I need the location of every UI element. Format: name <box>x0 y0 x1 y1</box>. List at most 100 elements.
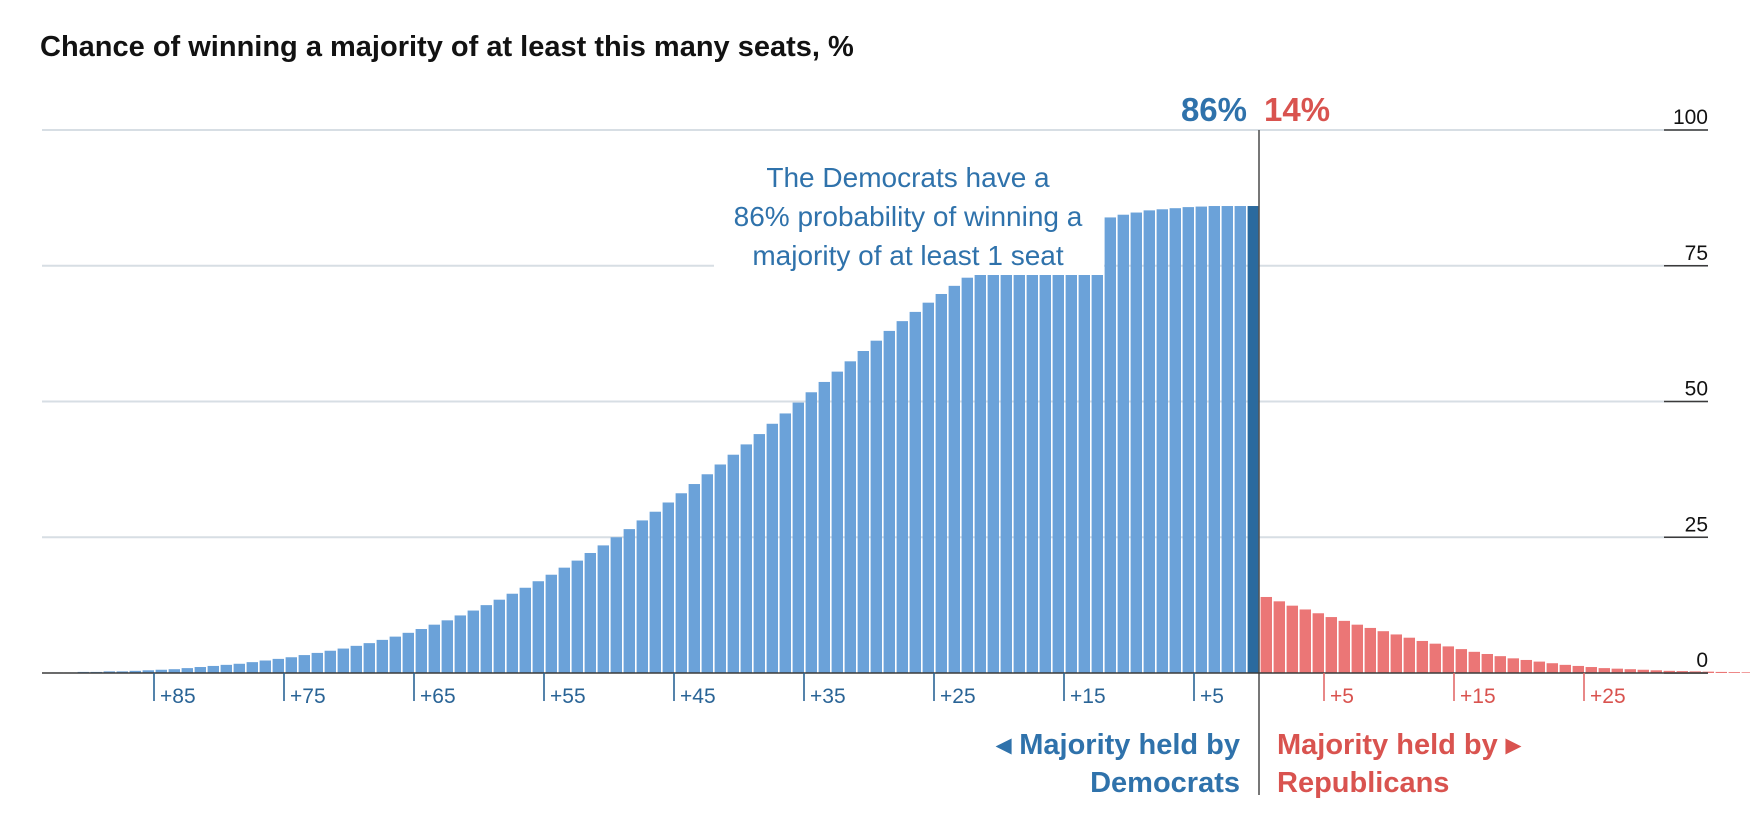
republican-bar <box>1299 609 1311 673</box>
democrat-bar <box>883 330 895 673</box>
democrat-bar <box>675 493 687 673</box>
x-tick-label: +85 <box>160 685 196 708</box>
republican-bar <box>1689 671 1701 673</box>
democrat-bar <box>844 361 856 673</box>
democrat-bar <box>311 652 323 673</box>
democrat-bar <box>766 423 778 673</box>
democrat-bar <box>1208 206 1220 673</box>
democrat-bar <box>1026 243 1038 673</box>
y-tick-label: 100 <box>1673 106 1708 129</box>
democrat-bar <box>1130 212 1142 673</box>
democrat-bar <box>636 520 648 673</box>
democrat-bar <box>935 293 947 673</box>
republican-bar <box>1377 631 1389 673</box>
democrat-bar <box>740 444 752 673</box>
democrat-bar <box>324 650 336 673</box>
democrat-bar <box>272 658 284 673</box>
republican-side-label-line-2: Republicans <box>1277 767 1449 799</box>
democrat-bar <box>1091 220 1103 673</box>
democrat-bar <box>584 552 596 673</box>
republican-percent: 14% <box>1264 91 1330 128</box>
democrat-bars <box>51 206 1259 674</box>
democrat-bar <box>688 484 700 673</box>
democrat-bar <box>1169 208 1181 673</box>
democrat-bar <box>428 624 440 673</box>
republican-bar <box>1351 624 1363 673</box>
republican-bar <box>1481 653 1493 673</box>
democrat-bar <box>909 311 921 673</box>
democrat-bar <box>181 668 193 673</box>
republican-bar <box>1598 668 1610 673</box>
republican-bar <box>1429 643 1441 673</box>
democrat-bar <box>753 434 765 673</box>
republican-bar <box>1624 669 1636 673</box>
democrat-bar <box>1000 255 1012 673</box>
annotation-line-2: 86% probability of winning a <box>734 201 1083 232</box>
democrat-bar <box>974 270 986 673</box>
democrat-bar <box>1013 249 1025 673</box>
republican-bar <box>1637 669 1649 673</box>
democrat-bar <box>1156 209 1168 673</box>
democrat-bar <box>350 645 362 673</box>
democrat-bar <box>610 537 622 673</box>
democrat-bar <box>1052 233 1064 674</box>
democrat-bar <box>220 664 232 673</box>
republican-bars <box>1260 596 1750 673</box>
y-axis: 100 75 50 25 0 <box>1664 106 1708 674</box>
democrat-bar <box>402 632 414 673</box>
democrat-bar <box>480 605 492 673</box>
democrat-bar <box>571 560 583 673</box>
democrat-bar <box>922 302 934 673</box>
democrat-bar <box>896 321 908 673</box>
democrat-bar <box>1247 206 1259 673</box>
democrat-bar <box>545 574 557 673</box>
annotation-line-3: majority of at least 1 seat <box>752 240 1063 271</box>
republican-bar <box>1273 601 1285 673</box>
republican-bar <box>1741 672 1750 673</box>
democrat-bar <box>597 545 609 673</box>
democrat-bar <box>207 665 219 673</box>
democrat-bar <box>662 502 674 673</box>
republican-bar <box>1546 663 1558 673</box>
democrat-bar <box>454 615 466 673</box>
democrat-bar <box>194 667 206 673</box>
x-tick-label: +15 <box>1070 685 1106 708</box>
democrat-bar <box>701 474 713 673</box>
republican-side-label: Majority held by ▸ Republicans <box>1277 729 1522 799</box>
democrat-bar <box>1065 228 1077 673</box>
republican-bar <box>1663 670 1675 673</box>
democrat-bar <box>519 587 531 673</box>
democrat-bar <box>805 392 817 673</box>
y-tick-label: 0 <box>1696 649 1708 672</box>
democrat-bar <box>870 340 882 673</box>
democrat-bar <box>987 263 999 673</box>
republican-bar <box>1611 668 1623 673</box>
x-tick-label: +45 <box>680 685 716 708</box>
republican-bar <box>1390 634 1402 673</box>
democrat-bar <box>1039 238 1051 673</box>
democrat-bar <box>831 371 843 673</box>
republican-side-label-line-1: Majority held by ▸ <box>1277 729 1522 761</box>
democrat-bar <box>1234 206 1246 673</box>
democrat-bar <box>155 669 167 673</box>
democrat-bar <box>168 669 180 673</box>
democrat-bar <box>337 648 349 673</box>
democrat-bar <box>1221 206 1233 673</box>
democrat-bar <box>129 670 141 673</box>
democrat-bar <box>376 639 388 673</box>
democrat-bar <box>1078 224 1090 673</box>
democrat-bar <box>558 567 570 673</box>
democrat-bar <box>233 663 245 673</box>
republican-bar <box>1338 620 1350 673</box>
x-tick-label: +75 <box>290 685 326 708</box>
democrat-bar <box>948 285 960 673</box>
republican-bar <box>1403 637 1415 673</box>
x-tick-label: +5 <box>1330 685 1354 708</box>
republican-bar <box>1702 671 1714 673</box>
republican-bar <box>1312 613 1324 673</box>
republican-bar <box>1520 659 1532 673</box>
democrat-bar <box>467 610 479 673</box>
democrat-bar <box>532 581 544 673</box>
republican-bar <box>1715 671 1727 673</box>
